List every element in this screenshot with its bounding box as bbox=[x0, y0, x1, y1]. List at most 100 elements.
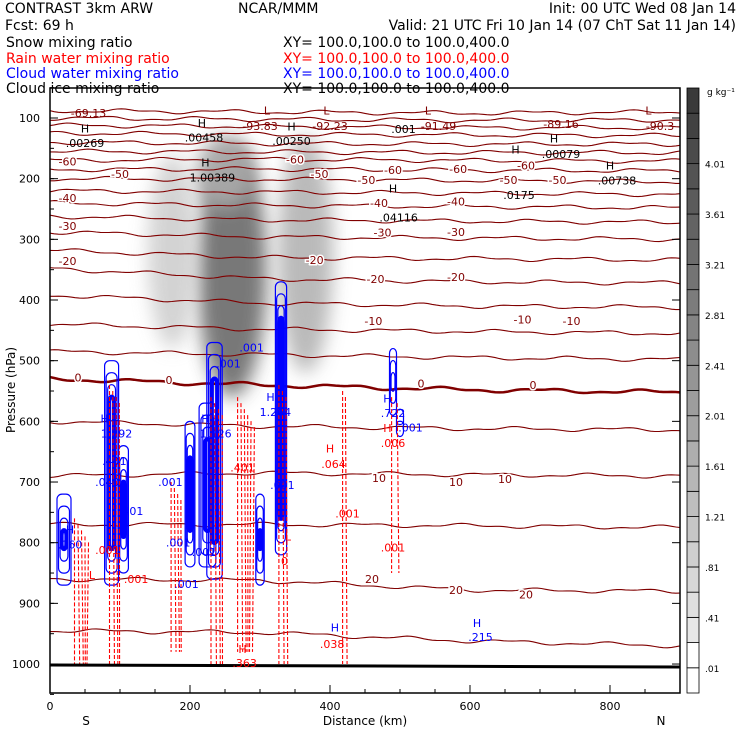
colorbar-label: 2.81 bbox=[705, 312, 725, 322]
extremum-label: H bbox=[100, 412, 108, 425]
isotherm--90 bbox=[50, 108, 680, 116]
field-rain-name: Rain water mixing ratio bbox=[6, 51, 170, 67]
colorbar-bin bbox=[686, 616, 700, 643]
extremum-label: H bbox=[389, 183, 397, 196]
isotherm-label: 10 bbox=[449, 476, 463, 489]
extremum-label: .001 bbox=[124, 573, 149, 586]
y-tick-label: 400 bbox=[19, 294, 40, 307]
extremum-label: H bbox=[81, 122, 89, 135]
colorbar-bin bbox=[686, 188, 700, 215]
rain-water-contour bbox=[281, 390, 285, 665]
extremum-label: H bbox=[66, 523, 74, 536]
x-tick-label: 200 bbox=[180, 700, 201, 713]
isotherm-label: -60 bbox=[59, 156, 77, 169]
isotherm-label: -20 bbox=[59, 255, 77, 268]
extremum-label: .160 bbox=[58, 538, 83, 551]
isotherm-label: -10 bbox=[514, 313, 532, 326]
isotherm--45 bbox=[50, 188, 680, 198]
colorbar-bin bbox=[686, 87, 700, 114]
isotherm-25 bbox=[50, 628, 680, 649]
cloud-water-contour bbox=[119, 457, 128, 562]
extremum-label: .064 bbox=[321, 458, 346, 471]
rain-water-contour bbox=[115, 396, 119, 665]
rain-water-contour bbox=[77, 524, 81, 665]
valid-time: Valid: 21 UTC Fri 10 Jan 14 (07 ChT Sat … bbox=[388, 18, 736, 34]
extremum-label: .001 bbox=[391, 123, 416, 136]
colorbar-label: 2.41 bbox=[705, 362, 725, 372]
isotherm-label: -60 bbox=[384, 164, 402, 177]
isotherm-label: -20 bbox=[306, 254, 324, 267]
colorbar-label: 3.21 bbox=[705, 261, 725, 271]
isotherm-label: -50 bbox=[500, 174, 518, 187]
isotherm-label: 0 bbox=[166, 374, 173, 387]
isotherm-label: 20 bbox=[519, 588, 533, 601]
extremum-label: -93.83 bbox=[242, 120, 277, 133]
colorbar-bin bbox=[686, 314, 700, 341]
y-tick-label: 1000 bbox=[12, 658, 40, 671]
x-tick-label: 400 bbox=[320, 700, 341, 713]
rain-water-contour bbox=[214, 403, 217, 665]
field-cloudwater-xy: XY= 100.0,100.0 to 100.0,400.0 bbox=[283, 66, 510, 82]
cloud-water-contour bbox=[390, 371, 396, 392]
snow-core bbox=[196, 136, 254, 210]
rain-water-contour bbox=[251, 427, 255, 652]
extremum-label: -90.3 bbox=[646, 120, 674, 133]
cloud-water-contour bbox=[255, 493, 265, 586]
cloud-water-contour bbox=[56, 493, 72, 586]
y-axis-label: Pressure (hPa) bbox=[4, 347, 18, 433]
extremum-label: .363 bbox=[232, 657, 257, 670]
y-tick-label: 200 bbox=[19, 173, 40, 186]
isotherm--30 bbox=[50, 230, 680, 243]
extremum-label: H bbox=[201, 412, 209, 425]
colorbar-bin bbox=[686, 364, 700, 391]
extremum-label: .001 bbox=[95, 544, 120, 557]
field-cloudice-xy: XY= 100.0,100.0 to 100.0,400.0 bbox=[283, 81, 510, 97]
rain-water-contour bbox=[173, 488, 177, 652]
colorbar-bin bbox=[686, 541, 700, 568]
extremum-label: .00738 bbox=[598, 174, 637, 187]
colorbar-bin bbox=[686, 465, 700, 492]
rain-water-contour bbox=[217, 409, 221, 665]
y-tick-label: 900 bbox=[19, 597, 40, 610]
colorbar-bin bbox=[686, 138, 700, 165]
extremum-label: .401 bbox=[102, 455, 127, 468]
isotherm--40 bbox=[50, 200, 680, 210]
colorbar-units: g kg⁻¹ bbox=[707, 88, 735, 98]
colorbar-bin bbox=[686, 163, 700, 190]
isotherm-label: -50 bbox=[357, 174, 375, 187]
extremum-label: .722 bbox=[381, 407, 406, 420]
isotherm-label: -50 bbox=[111, 168, 129, 181]
isotherm-label: -30 bbox=[374, 227, 392, 240]
colorbar-bin bbox=[686, 339, 700, 366]
rain-water-contour bbox=[396, 403, 400, 574]
isotherm-label: -30 bbox=[447, 226, 465, 239]
x-axis-label: Distance (km) bbox=[323, 714, 407, 728]
isotherm-label: 20 bbox=[365, 573, 379, 586]
extremum-label: .001 bbox=[398, 422, 423, 435]
x-tick-label: 0 bbox=[47, 700, 54, 713]
extremum-label: .040 bbox=[95, 476, 120, 489]
surface-line bbox=[49, 663, 681, 669]
extremum-label: L bbox=[89, 569, 96, 582]
colorbar-label: 3.61 bbox=[705, 211, 725, 221]
cloud-water-contour bbox=[186, 455, 194, 533]
rain-water-contour bbox=[80, 530, 84, 665]
cloud-water-contour bbox=[395, 408, 405, 438]
field-rain-xy: XY= 100.0,100.0 to 100.0,400.0 bbox=[283, 51, 510, 67]
cloud-water-contour bbox=[202, 437, 213, 533]
extremum-label: H bbox=[331, 622, 339, 635]
cloud-water-contour bbox=[119, 479, 128, 540]
colorbar-label: .41 bbox=[705, 614, 719, 624]
cloud-water-contour bbox=[388, 347, 398, 416]
colorbar-bin bbox=[686, 516, 700, 543]
y-tick-label: 100 bbox=[19, 112, 40, 125]
isotherm-label: -60 bbox=[286, 153, 304, 166]
y-tick-label: 800 bbox=[19, 537, 40, 550]
colorbar-bin bbox=[686, 566, 700, 593]
colorbar-bin bbox=[686, 213, 700, 240]
isotherm--35 bbox=[50, 214, 680, 225]
x-tick-label: 800 bbox=[600, 700, 621, 713]
isotherms bbox=[50, 108, 680, 649]
colorbar-bin bbox=[686, 440, 700, 467]
